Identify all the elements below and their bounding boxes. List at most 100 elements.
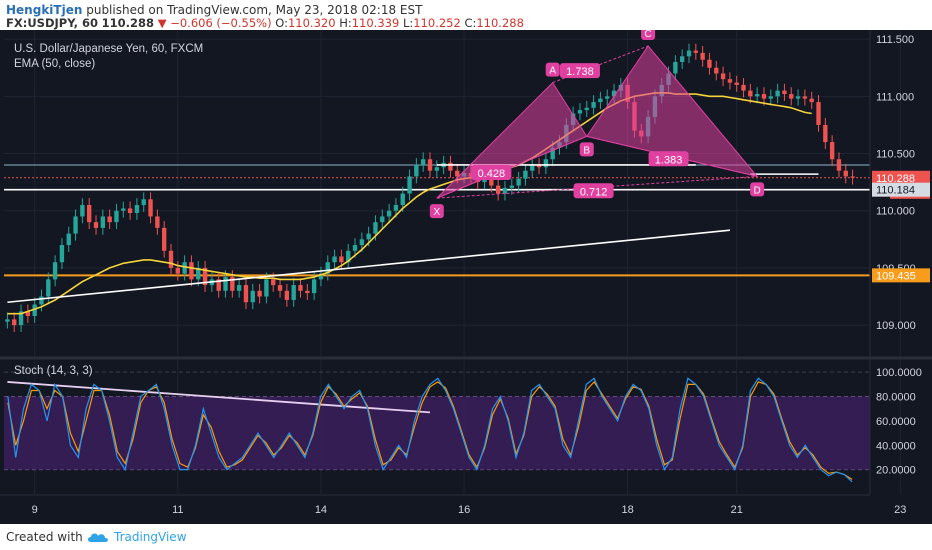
candle-body [761, 94, 767, 99]
price-tick-label: 109.000 [876, 320, 916, 332]
pattern-point-badge[interactable] [750, 182, 765, 197]
pattern-ratio-line [436, 135, 587, 199]
candle-body [155, 216, 160, 228]
candle-body [598, 98, 603, 103]
author-name[interactable]: HengkiTjen [6, 3, 83, 17]
chart-title: U.S. Dollar/Japanese Yen, 60, FXCM [14, 43, 203, 55]
pattern-ratio-badge[interactable] [648, 151, 689, 167]
rising-trendline[interactable] [7, 229, 730, 304]
candle-body [386, 210, 392, 217]
candle-body [134, 205, 140, 214]
candle-body [734, 82, 739, 85]
candle-body [434, 167, 439, 171]
stoch-indicator-label: Stoch (14, 3, 3) [14, 365, 93, 377]
candle-body [46, 279, 51, 297]
price-level-badge[interactable] [872, 182, 930, 197]
candle-body [264, 279, 269, 297]
candle-body [741, 84, 746, 91]
published-text: published on TradingView.com, May 23, 20… [86, 3, 423, 17]
candle-body [52, 262, 58, 280]
pattern-point-badge[interactable] [579, 142, 594, 157]
open-label: O: [275, 16, 288, 30]
candle-body [189, 262, 194, 280]
candle-body [543, 159, 549, 168]
pattern-ratio-badge[interactable] [471, 164, 512, 180]
candle-body [836, 159, 842, 171]
candle-body [843, 170, 848, 177]
candle-body [727, 79, 733, 83]
pattern-point-badge[interactable] [429, 204, 444, 219]
stoch-trendline[interactable] [7, 381, 431, 414]
candle-body [536, 164, 542, 168]
pattern-point-label: C [644, 30, 651, 40]
candle-body [243, 285, 249, 303]
candle-body [393, 205, 399, 211]
candle-body [148, 199, 153, 217]
price-level-label: 110.184 [876, 185, 915, 197]
candle-body [59, 245, 65, 263]
pattern-point-label: X [433, 207, 440, 218]
stoch-axis[interactable]: 100.0000 80.0000 60.0000 40.0000 20.0000 [876, 367, 922, 476]
pattern-ratio-badge[interactable] [559, 63, 600, 79]
pattern-ratio-label: 1.738 [566, 66, 594, 78]
time-tick-label: 9 [32, 504, 38, 516]
candle-body [693, 50, 699, 53]
candle-body [502, 187, 508, 194]
candle-body [318, 273, 324, 280]
pattern-point-badge[interactable] [641, 30, 656, 41]
time-axis[interactable]: 91114161821232 [0, 494, 932, 524]
candle-body [359, 239, 365, 246]
price-axis[interactable]: 111.500111.000110.500110.000109.500109.0… [872, 34, 930, 332]
tradingview-brand-link[interactable]: TradingView [114, 530, 187, 544]
candle-body [161, 227, 167, 251]
candle-body [66, 233, 71, 246]
stoch-band [4, 396, 870, 470]
candle-body [523, 170, 528, 179]
time-tick-label: 11 [172, 504, 183, 516]
candle-body [489, 178, 494, 186]
open-value: 110.320 [287, 16, 336, 30]
stoch-tick-label: 20.0000 [876, 465, 916, 477]
candle-body [216, 279, 221, 291]
pattern-ratio-label: 1.383 [655, 154, 683, 166]
candle-body [100, 216, 106, 228]
candle-body [673, 62, 678, 74]
candle-body [230, 277, 235, 291]
candle-body [754, 94, 760, 97]
stoch-tick-label: 60.0000 [876, 416, 916, 428]
low-label: L: [402, 16, 414, 30]
candle-body [448, 162, 453, 171]
price-level-badge[interactable] [872, 170, 930, 185]
pattern-ratio-label: 0.428 [478, 168, 506, 180]
candle-body [284, 290, 290, 300]
price-chart[interactable]: X A B C D 1.738 0.428 1.383 0.712 111.500 111.000… [0, 30, 932, 524]
candle-body [823, 124, 828, 143]
candle-body [850, 176, 855, 178]
candle-body [346, 250, 351, 263]
candle-body [5, 319, 10, 322]
candle-body [298, 285, 303, 291]
candle-body [714, 67, 719, 74]
candle-body [407, 176, 412, 194]
candle-body [107, 216, 112, 223]
price-level-badge[interactable] [872, 268, 930, 283]
candle-body [707, 59, 712, 68]
stoch-tick-label: 80.0000 [876, 392, 916, 404]
candle-body [32, 304, 37, 316]
created-with-text: Created with [6, 530, 83, 544]
candle-body [782, 90, 787, 95]
candle-body [182, 262, 187, 274]
pattern-point-badge[interactable] [545, 62, 560, 77]
candle-body [700, 52, 705, 60]
candle-body [802, 96, 808, 99]
candle-body [516, 178, 521, 186]
price-tick-label: 111.500 [876, 34, 914, 46]
harmonic-pattern[interactable]: X A B C D 1.738 0.428 1.383 0.712 [429, 30, 765, 219]
price-change: −0.606 (−0.55%) [170, 16, 272, 30]
candle-body [789, 94, 794, 99]
candle-body [127, 208, 133, 214]
pattern-ratio-badge[interactable] [573, 183, 614, 199]
candle-body [400, 193, 405, 206]
high-value: 110.339 [351, 16, 400, 30]
candle-body [121, 208, 126, 211]
